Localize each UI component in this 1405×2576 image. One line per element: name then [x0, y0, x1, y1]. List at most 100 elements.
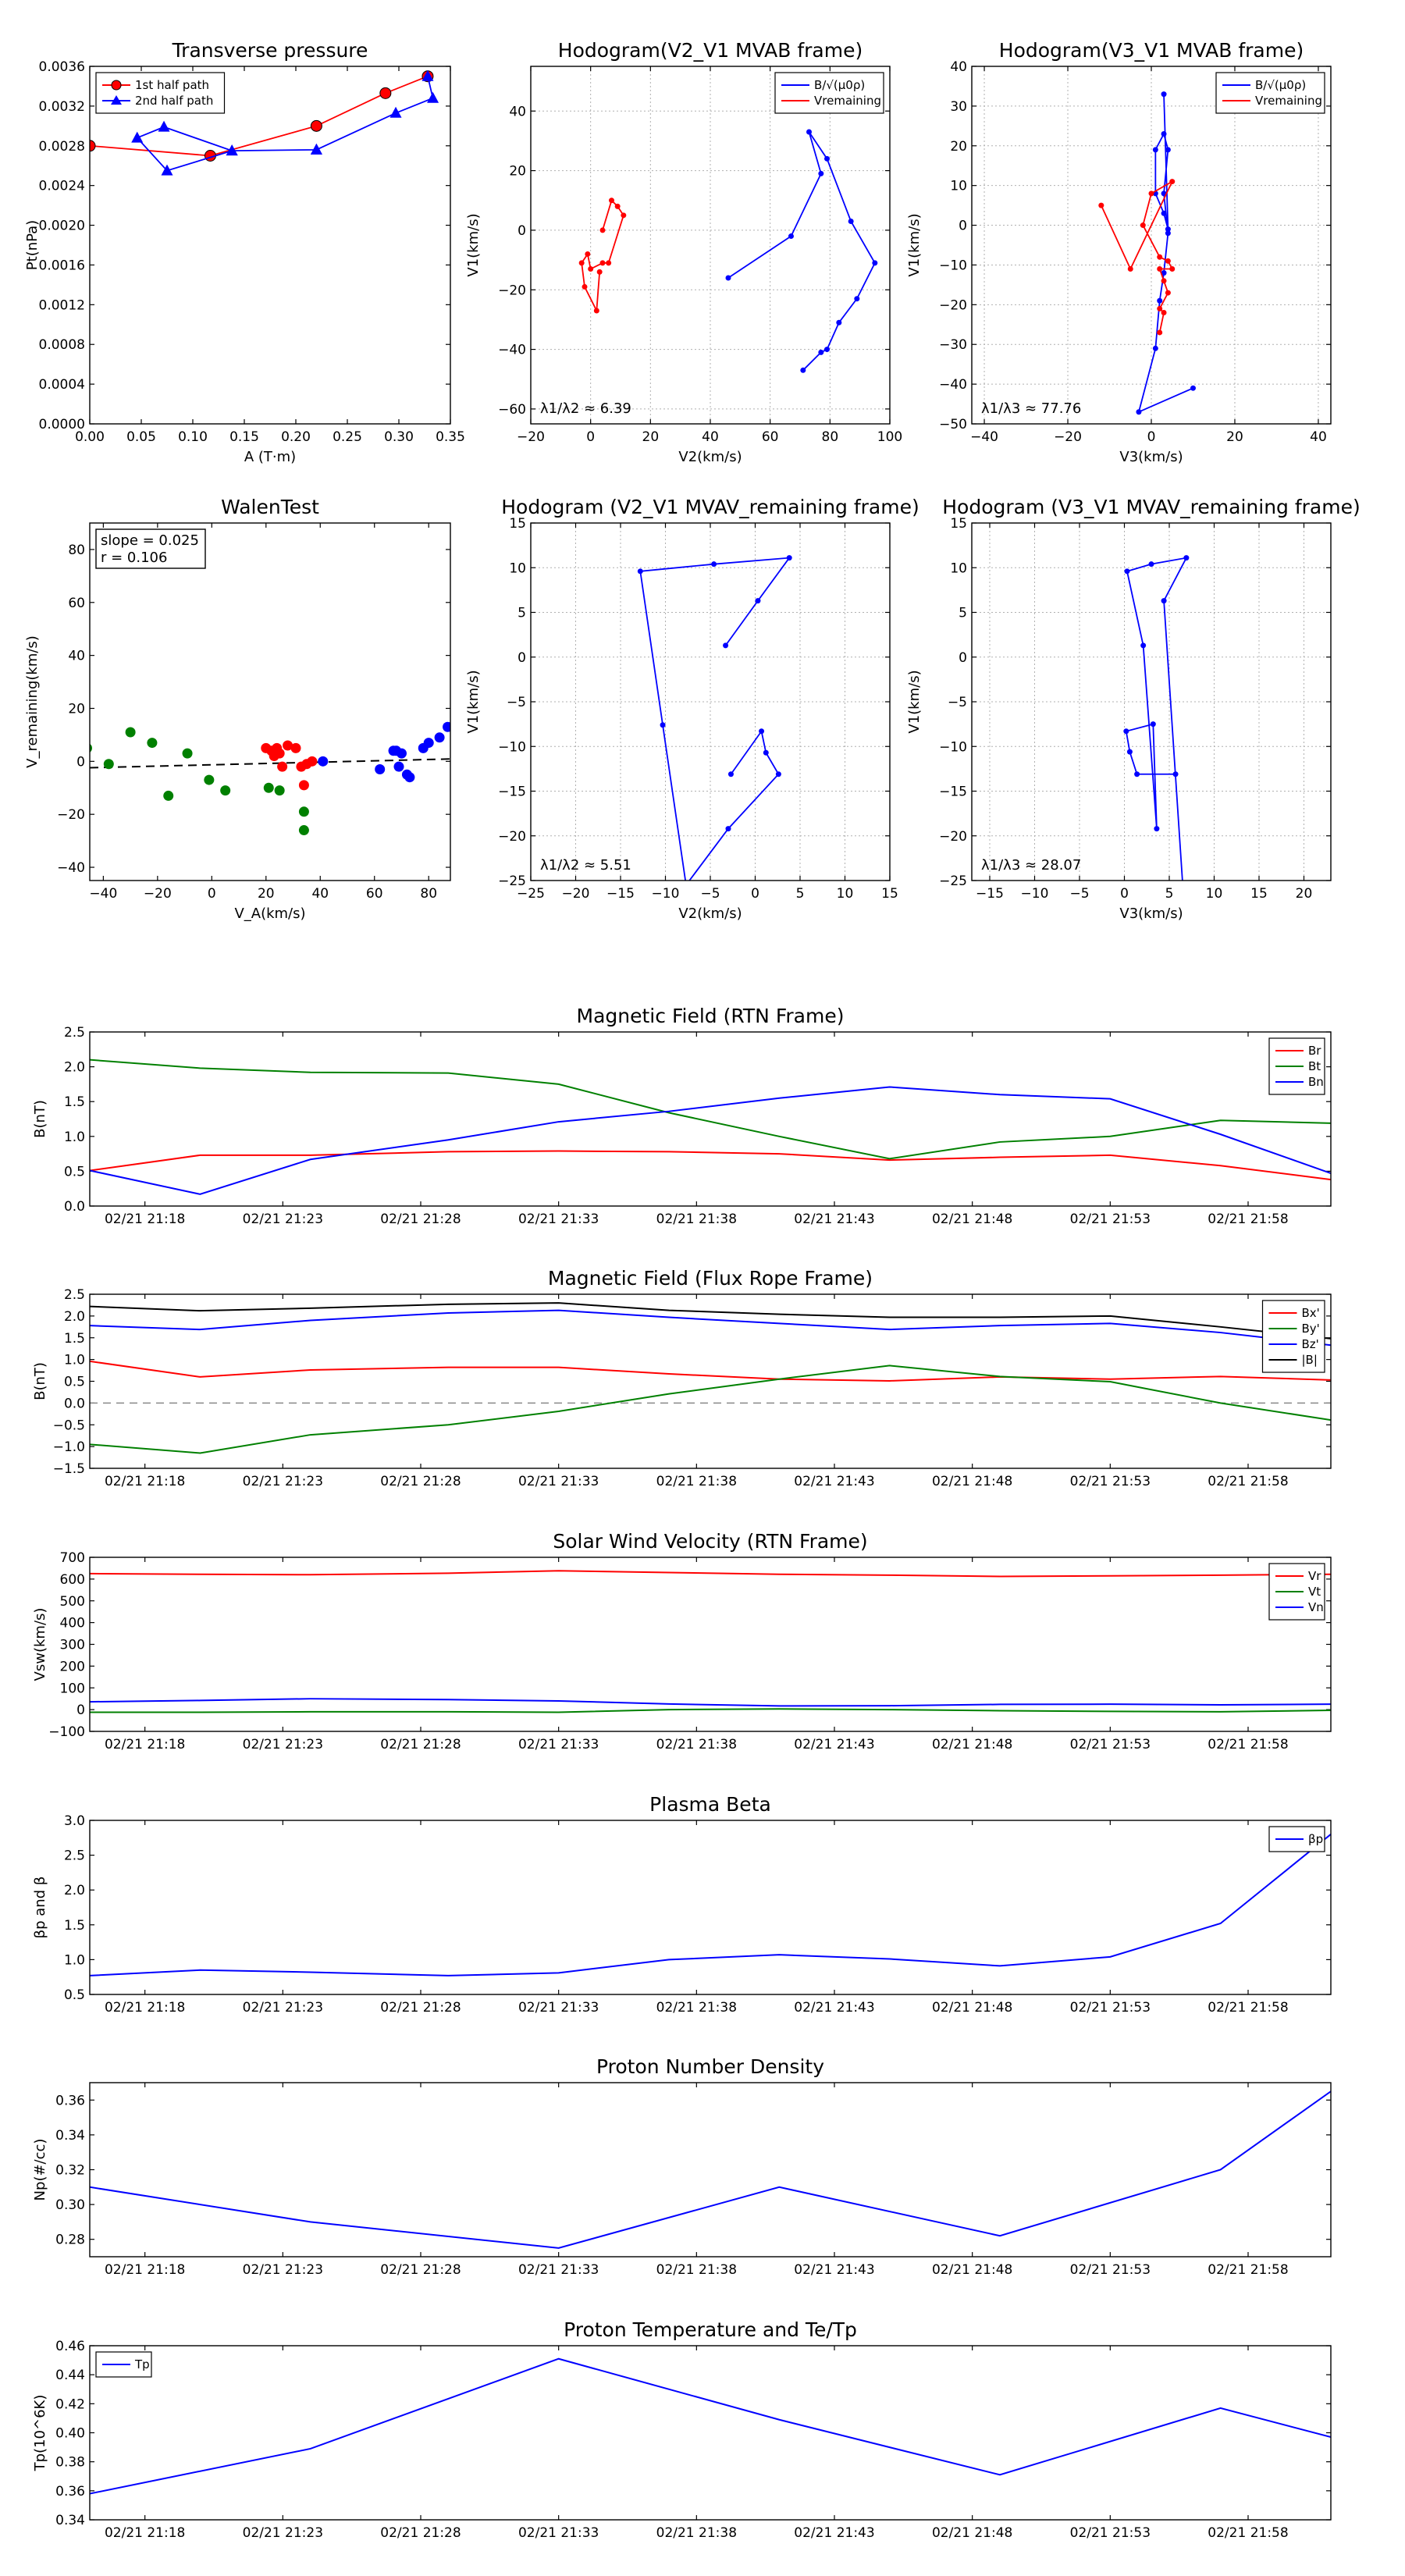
data-point: [1161, 270, 1167, 276]
legend: Tp: [95, 2351, 152, 2378]
data-point: [1148, 190, 1154, 197]
y-tick-label: 10: [509, 560, 526, 576]
y-tick-label: 700: [60, 1550, 85, 1566]
y-tick-label: −1.0: [53, 1439, 85, 1455]
x-tick-label: 0: [751, 886, 759, 902]
y-tick-label: 0.38: [55, 2455, 85, 2471]
data-point: [389, 106, 402, 118]
y-tick-label: 40: [509, 104, 526, 119]
data-point: [310, 143, 322, 155]
y-axis-label: Np(#/cc): [32, 2139, 48, 2201]
x-tick-label: 02/21 21:53: [1070, 2262, 1151, 2278]
y-tick-label: −15: [498, 785, 526, 800]
y-tick-label: −20: [498, 829, 526, 845]
data-point: [423, 738, 434, 749]
x-tick-label: 02/21 21:23: [243, 1474, 323, 1489]
x-tick-label: −20: [562, 886, 590, 902]
x-tick-label: 15: [1250, 886, 1268, 902]
series-line-By': [90, 1364, 1331, 1454]
plot-frame: [89, 1557, 1332, 1732]
data-point: [800, 367, 806, 373]
data-point: [1157, 266, 1163, 272]
annotation-frame: [95, 528, 206, 569]
data-point: [1180, 882, 1186, 888]
data-point: [1152, 345, 1158, 351]
chart-title: Magnetic Field (RTN Frame): [577, 1005, 845, 1027]
x-tick-label: 02/21 21:18: [105, 1212, 185, 1227]
legend-label: Bx': [1302, 1306, 1320, 1320]
plot-area: [90, 1834, 1331, 1976]
y-tick-label: 2.0: [64, 1883, 85, 1898]
data-point: [599, 227, 606, 233]
data-point: [298, 825, 309, 836]
data-point: [1165, 230, 1171, 237]
x-axis-label: A (T·m): [244, 449, 296, 465]
data-point: [443, 721, 450, 732]
annotation-line: r = 0.106: [101, 550, 167, 566]
x-tick-label: 02/21 21:53: [1070, 1212, 1151, 1227]
y-axis-label: B(nT): [32, 1362, 48, 1400]
x-tick-label: −40: [970, 429, 998, 445]
data-point: [1150, 721, 1156, 728]
y-tick-label: 0.0028: [39, 139, 85, 155]
y-tick-label: 200: [60, 1659, 85, 1674]
x-tick-label: 02/21 21:18: [105, 2262, 185, 2278]
data-point: [290, 742, 301, 753]
x-tick-label: 02/21 21:18: [105, 1474, 185, 1489]
series-line-|B|: [90, 1302, 1331, 1340]
plot-area: [90, 69, 439, 176]
data-point: [269, 751, 279, 762]
data-point: [1157, 305, 1163, 311]
x-tick-label: 40: [311, 886, 329, 902]
data-point: [220, 785, 231, 796]
y-tick-label: 0: [76, 754, 85, 770]
data-point: [614, 203, 621, 209]
data-point: [1161, 598, 1167, 604]
y-tick-label: 0.0: [64, 1199, 85, 1215]
plot-frame: [89, 1031, 1332, 1207]
data-point: [1183, 555, 1190, 561]
data-point: [396, 748, 407, 759]
legend-box: [774, 72, 884, 114]
plot-frame: [971, 522, 1332, 881]
x-tick-label: 02/21 21:38: [656, 1212, 737, 1227]
data-point: [263, 782, 274, 793]
x-tick-label: 02/21 21:48: [932, 1737, 1012, 1752]
x-tick-label: 02/21 21:58: [1208, 2525, 1288, 2541]
x-tick-label: −20: [1054, 429, 1082, 445]
y-tick-label: −60: [498, 402, 526, 418]
series-line-Bx': [90, 1360, 1331, 1382]
data-point: [824, 347, 830, 353]
series-line-Tp: [90, 2357, 1331, 2495]
x-tick-label: 0: [586, 429, 595, 445]
legend: Bx' By'Bz' |B|: [1261, 1300, 1325, 1373]
y-tick-label: −5: [507, 695, 526, 710]
y-tick-label: 0.0024: [39, 179, 85, 194]
walen-test-panel: WalenTest −40 −20 0 20 40 60 80 −40 −20 0 20 40 60 80 V…: [24, 496, 451, 922]
data-point: [1140, 222, 1146, 229]
chart-title: Hodogram (V3_V1 MVAV_remaining frame): [942, 496, 1361, 518]
y-axis-label: Tp(10^6K): [32, 2395, 48, 2472]
plot-area: [90, 721, 450, 836]
x-tick-label: 02/21 21:58: [1208, 1474, 1288, 1489]
x-tick-label: 02/21 21:38: [656, 2000, 737, 2016]
y-tick-label: 1.5: [64, 1918, 85, 1934]
x-tick-label: 02/21 21:18: [105, 2000, 185, 2016]
x-tick-label: 0: [208, 886, 216, 902]
data-point: [277, 761, 288, 772]
data-point: [125, 727, 136, 738]
x-tick-label: 02/21 21:18: [105, 1737, 185, 1752]
y-tick-label: −50: [939, 417, 967, 432]
y-axis-label: V1(km/s): [906, 213, 923, 276]
legend-label: Br: [1308, 1044, 1321, 1058]
plot-area: [1123, 555, 1190, 888]
series-line-Bt: [90, 1059, 1331, 1160]
x-tick-label: 02/21 21:33: [518, 2525, 599, 2541]
y-tick-label: 1.5: [64, 1331, 85, 1347]
x-tick-label: 02/21 21:38: [656, 1737, 737, 1752]
y-tick-label: 1.0: [64, 1130, 85, 1145]
y-tick-label: 5: [959, 606, 967, 621]
x-tick-label: −15: [606, 886, 635, 902]
x-tick-label: 02/21 21:53: [1070, 1737, 1151, 1752]
